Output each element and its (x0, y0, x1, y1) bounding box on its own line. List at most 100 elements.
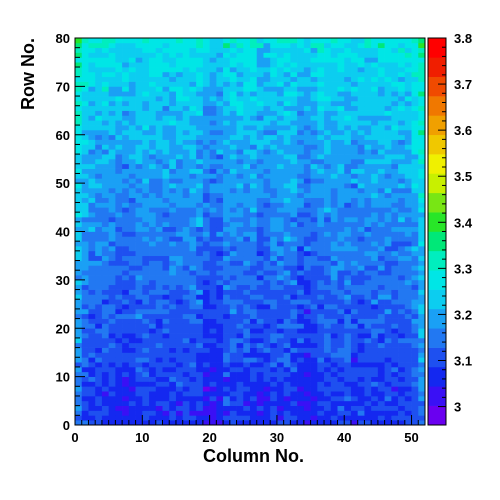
heatmap-cell (344, 381, 352, 387)
heatmap-cell (404, 410, 412, 416)
heatmap-cell (182, 328, 190, 334)
heatmap-cell (175, 76, 184, 82)
heatmap-cell (243, 173, 251, 179)
heatmap-cell (202, 163, 210, 169)
heatmap-cell (344, 415, 352, 421)
heatmap-cell (398, 231, 406, 237)
heatmap-cell (101, 352, 109, 358)
heatmap-cell (209, 134, 217, 140)
heatmap-cell (169, 192, 177, 198)
heatmap-cell (149, 333, 157, 339)
heatmap-cell (391, 139, 399, 145)
heatmap-cell (344, 192, 352, 198)
heatmap-cell (128, 221, 136, 228)
heatmap-cell (95, 366, 103, 373)
heatmap-cell (411, 250, 419, 257)
heatmap-cell (377, 226, 385, 232)
heatmap-cell (101, 250, 109, 257)
heatmap-cell (418, 52, 426, 58)
heatmap-cell (344, 134, 352, 140)
heatmap-cell (283, 163, 291, 169)
heatmap-cell (344, 96, 352, 102)
heatmap-cell (398, 265, 406, 271)
heatmap-cell (243, 250, 251, 257)
heatmap-cell (189, 42, 197, 49)
heatmap-cell (175, 105, 184, 111)
heatmap-cell (357, 318, 365, 324)
heatmap-cell (115, 226, 123, 232)
heatmap-cell (317, 279, 325, 286)
heatmap-cell (115, 163, 123, 169)
heatmap-cell (209, 381, 217, 387)
heatmap-cell (276, 202, 284, 208)
heatmap-cell (162, 299, 170, 305)
heatmap-cell (350, 391, 359, 397)
heatmap-cell (243, 333, 251, 339)
heatmap-cell (357, 323, 365, 329)
heatmap-cell (418, 202, 426, 208)
heatmap-cell (209, 139, 217, 145)
heatmap-cell (142, 405, 150, 411)
heatmap-cell (364, 250, 372, 257)
heatmap-cell (196, 154, 204, 160)
heatmap-cell (364, 42, 372, 49)
heatmap-cell (115, 154, 123, 160)
heatmap-cell (256, 42, 264, 49)
heatmap-cell (162, 178, 170, 184)
heatmap-cell (364, 318, 372, 324)
heatmap-cell (142, 115, 150, 121)
heatmap-cell (196, 120, 204, 126)
heatmap-cell (149, 352, 157, 358)
heatmap-cell (283, 352, 291, 358)
heatmap-cell (418, 91, 426, 97)
heatmap-cell (270, 328, 278, 334)
heatmap-cell (175, 154, 184, 160)
heatmap-cell (398, 299, 406, 305)
heatmap-cell (411, 216, 419, 223)
heatmap-cell (337, 415, 345, 421)
heatmap-cell (364, 415, 372, 421)
heatmap-cell (297, 357, 305, 363)
heatmap-cell (216, 246, 224, 252)
heatmap-cell (350, 187, 359, 194)
heatmap-cell (290, 342, 298, 348)
heatmap-cell (344, 328, 352, 334)
heatmap-cell (189, 415, 197, 421)
heatmap-cell (202, 96, 210, 102)
heatmap-cell (135, 357, 143, 363)
heatmap-cell (283, 202, 291, 208)
heatmap-cell (135, 192, 143, 198)
heatmap-cell (189, 323, 197, 329)
heatmap-cell (250, 318, 258, 324)
heatmap-cell (88, 76, 96, 82)
heatmap-cell (155, 308, 163, 315)
heatmap-cell (88, 410, 96, 416)
heatmap-cell (418, 134, 426, 140)
heatmap-cell (81, 342, 89, 348)
heatmap-cell (169, 333, 177, 339)
heatmap-cell (270, 226, 278, 232)
heatmap-cell (263, 226, 271, 232)
heatmap-cell (169, 381, 177, 387)
heatmap-cell (122, 308, 130, 315)
heatmap-cell (250, 221, 258, 228)
heatmap-cell (411, 192, 419, 198)
heatmap-cell (297, 149, 305, 155)
heatmap-cell (270, 67, 278, 73)
heatmap-cell (243, 71, 251, 78)
heatmap-cell (418, 410, 426, 416)
heatmap-cell (250, 260, 258, 266)
heatmap-cell (209, 371, 217, 377)
heatmap-cell (250, 125, 258, 131)
heatmap-cell (324, 149, 332, 155)
heatmap-cell (263, 76, 271, 82)
heatmap-cell (256, 207, 264, 213)
heatmap-cell (101, 347, 109, 353)
heatmap-cell (371, 183, 379, 189)
heatmap-cell (182, 149, 190, 155)
heatmap-cell (250, 250, 258, 257)
heatmap-cell (344, 386, 352, 392)
heatmap-cell (95, 81, 103, 87)
colorbar-swatch (428, 386, 446, 406)
heatmap-cell (411, 328, 419, 334)
